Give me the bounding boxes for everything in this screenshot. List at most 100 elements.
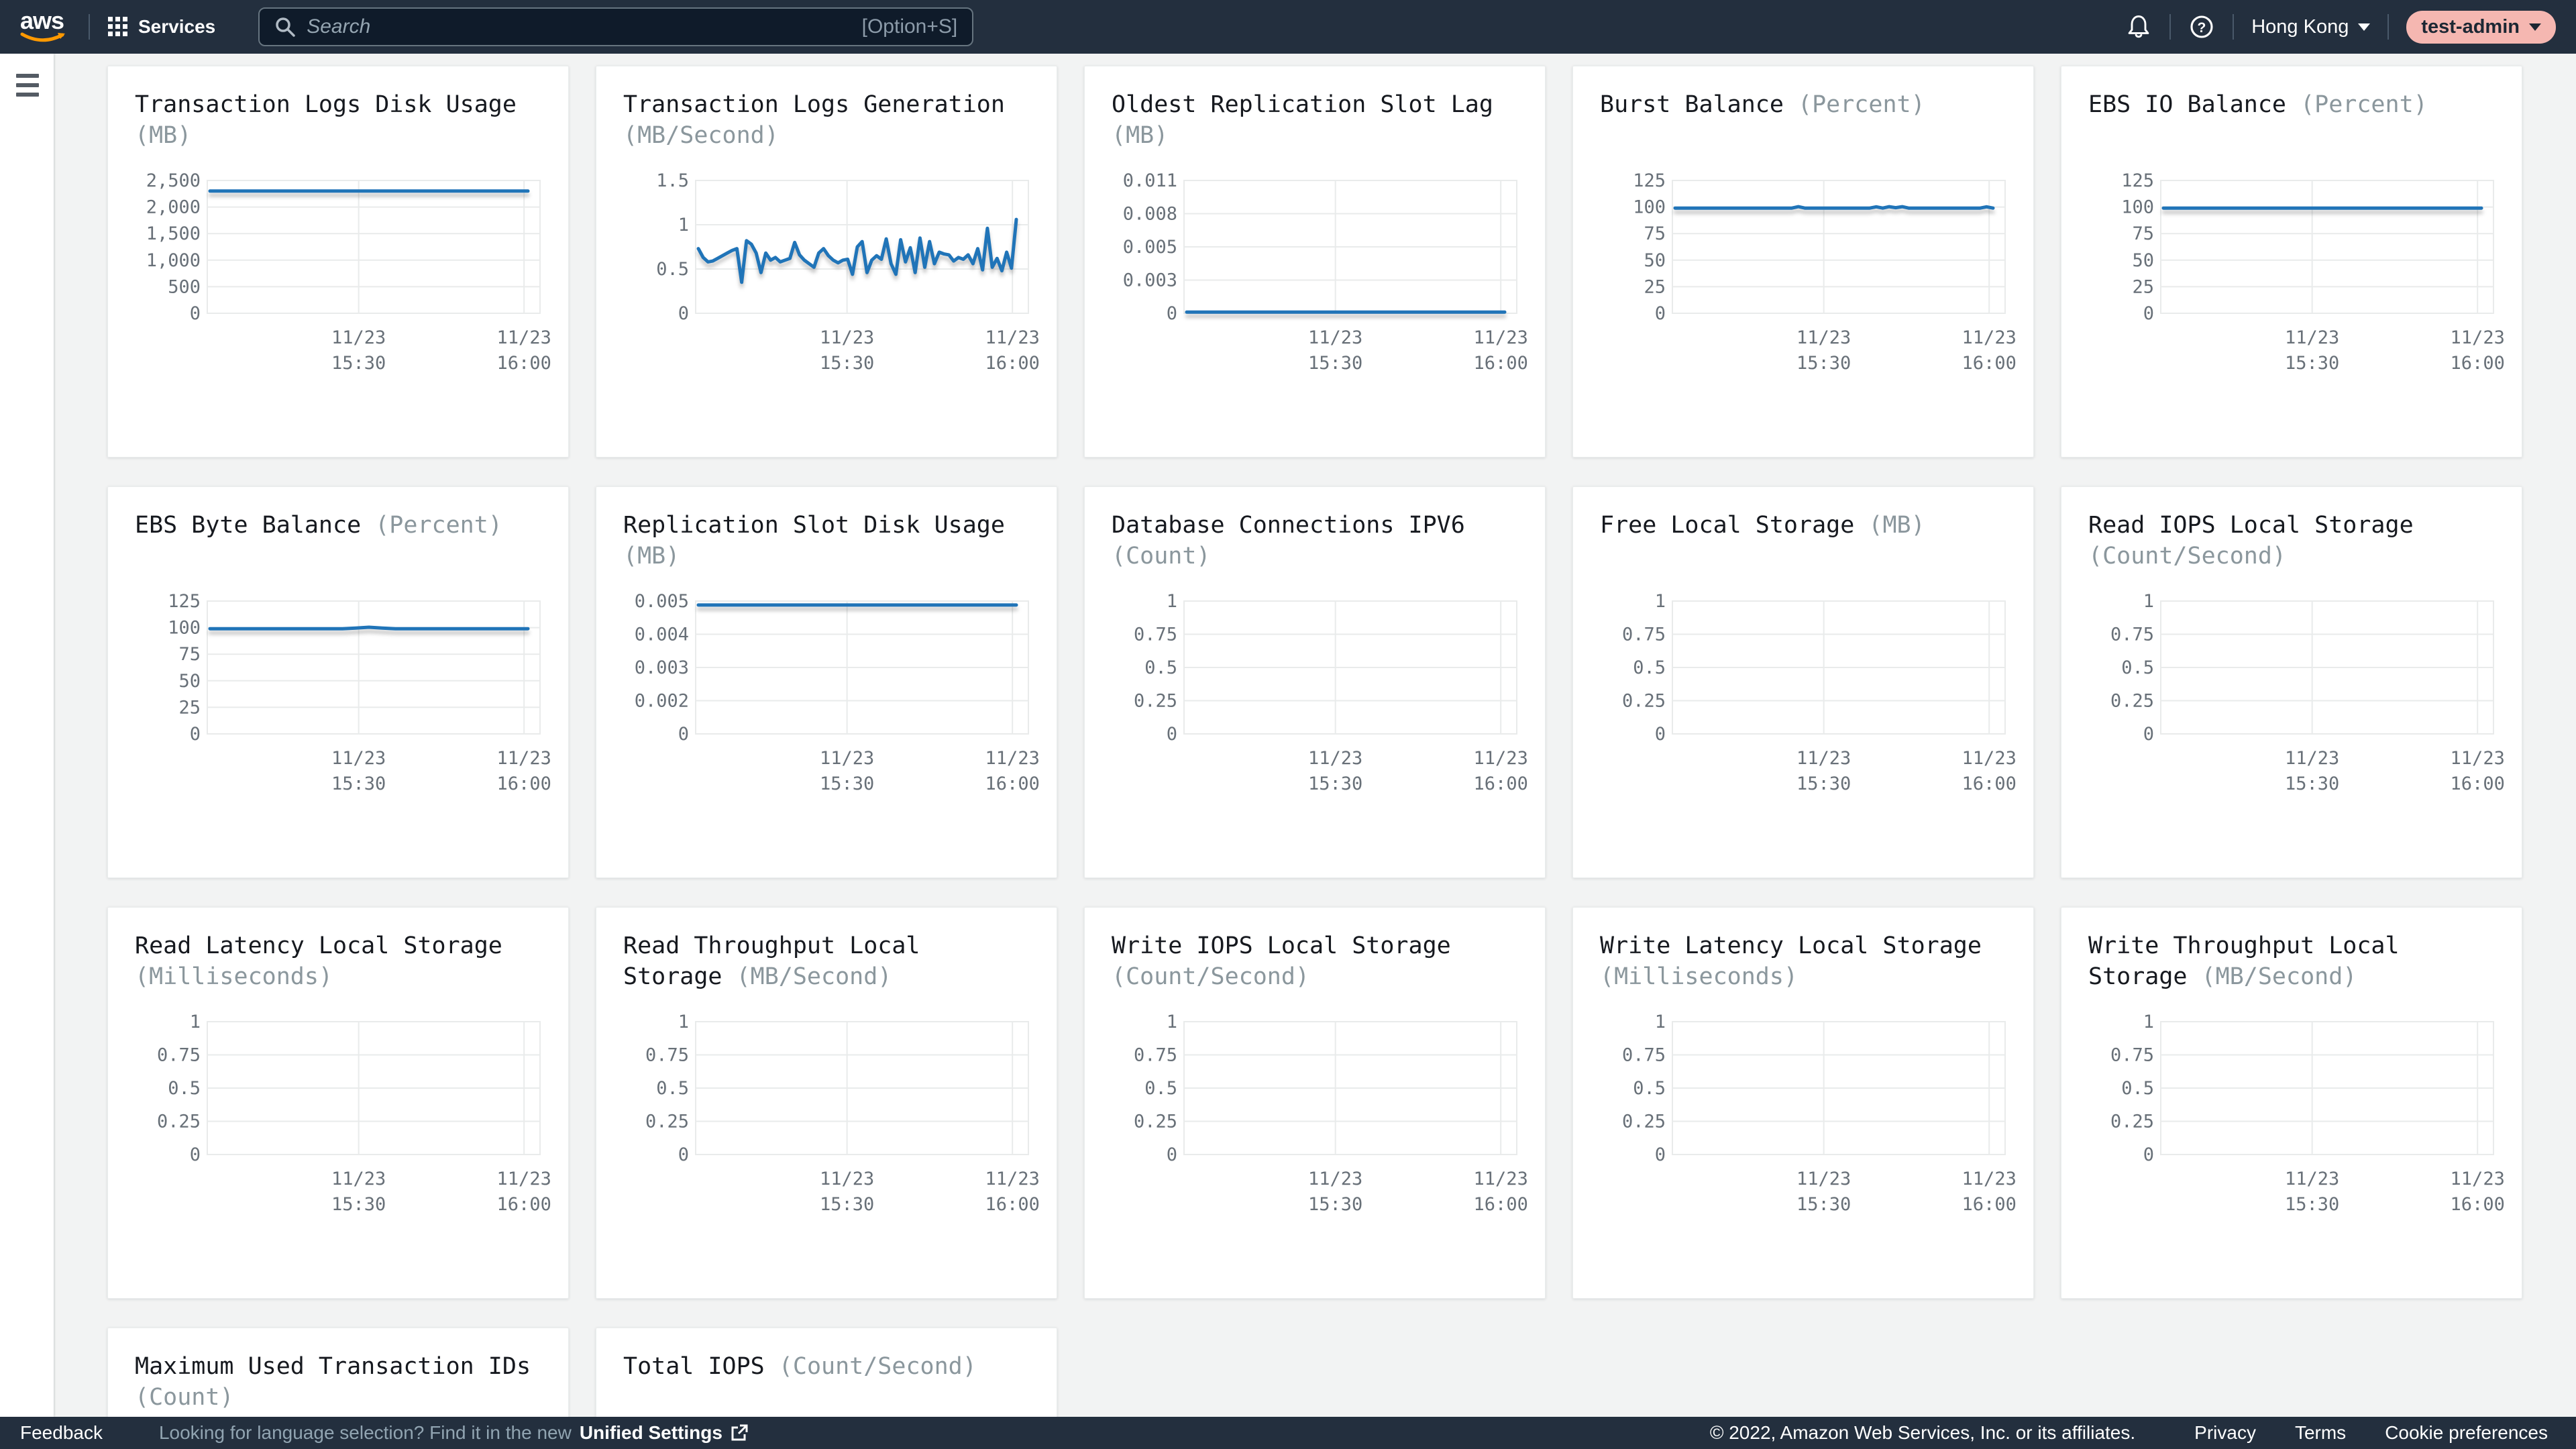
- y-axis-tick-label: 0.25: [1134, 1112, 1177, 1132]
- y-axis-tick-label: 1: [1655, 591, 1666, 612]
- x-axis-tick-time: 15:30: [820, 1194, 874, 1215]
- topbar-divider: [2233, 14, 2235, 40]
- chart-card-title: Read Throughput Local Storage (MB/Second…: [596, 908, 1057, 992]
- chart-plot: 1 0.75 0.5 0.25 0 11/23 15:30 11/23 16:00: [157, 1012, 551, 1215]
- y-axis-tick-label: 0: [1167, 303, 1177, 324]
- y-axis-tick-label: 125: [1633, 170, 1666, 191]
- search-bar[interactable]: [Option+S]: [258, 7, 974, 46]
- y-axis-tick-label: 0.75: [2110, 625, 2154, 645]
- x-axis-tick-date: 11/23: [1796, 1169, 1851, 1189]
- y-axis-tick-label: 0.75: [645, 1045, 689, 1066]
- y-axis-tick-label: 0: [678, 1144, 689, 1165]
- y-axis-tick-label: 25: [1644, 276, 1666, 297]
- footer-right-links: © 2022, Amazon Web Services, Inc. or its…: [1710, 1422, 2548, 1444]
- language-hint-text: Looking for language selection? Find it …: [158, 1422, 572, 1443]
- x-axis-tick-time: 16:00: [985, 773, 1040, 794]
- chart-unit: (MB/Second): [2201, 963, 2357, 990]
- x-axis-tick-time: 15:30: [1796, 1194, 1851, 1215]
- y-axis-tick-label: 125: [168, 591, 201, 612]
- y-axis-tick-label: 0.75: [157, 1045, 201, 1066]
- aws-logo[interactable]: aws: [20, 9, 71, 46]
- cookie-preferences-link[interactable]: Cookie preferences: [2385, 1422, 2548, 1443]
- account-name: test-admin: [2421, 15, 2520, 38]
- chart-plot: 1 0.75 0.5 0.25 0 11/23 15:30 11/23 16:00: [1134, 591, 1528, 794]
- account-menu-button[interactable]: test-admin: [2406, 10, 2556, 44]
- help-question-icon: ?: [2190, 15, 2213, 38]
- left-sidebar: [0, 54, 54, 1417]
- x-axis-tick-date: 11/23: [497, 748, 551, 769]
- search-icon: [276, 17, 295, 37]
- top-navigation-bar: aws Services [Option+S]: [0, 0, 2576, 54]
- y-axis-tick-label: 0.004: [635, 625, 689, 645]
- privacy-link[interactable]: Privacy: [2194, 1422, 2256, 1443]
- chart-card: Burst Balance (Percent) 125 100 75 50 25 0 11/2…: [1572, 66, 2034, 458]
- y-axis-tick-label: 0: [1655, 303, 1666, 324]
- x-axis-tick-time: 15:30: [1796, 353, 1851, 374]
- chart-card-title: Write IOPS Local Storage (Count/Second): [1085, 908, 1545, 992]
- chart-card-title: EBS IO Balance (Percent): [2061, 66, 2522, 120]
- help-button[interactable]: ?: [2188, 13, 2215, 40]
- search-input[interactable]: [307, 15, 851, 38]
- unified-settings-link[interactable]: Unified Settings: [580, 1422, 748, 1444]
- y-axis-tick-label: 1: [678, 1012, 689, 1032]
- y-axis-tick-label: 0.5: [656, 259, 689, 280]
- topbar-divider: [89, 14, 90, 40]
- chart-unit: (Count/Second): [1112, 963, 1310, 990]
- y-axis-tick-label: 0.75: [1622, 1045, 1666, 1066]
- y-axis-tick-label: 0.75: [1134, 1045, 1177, 1066]
- chart-card-title: Burst Balance (Percent): [1573, 66, 2033, 120]
- chart-card: Write Throughput Local Storage (MB/Secon…: [2061, 907, 2522, 1299]
- feedback-link[interactable]: Feedback: [20, 1422, 103, 1443]
- y-axis-tick-label: 75: [1644, 223, 1666, 244]
- chart-card-title: Oldest Replication Slot Lag (MB): [1085, 66, 1545, 151]
- chart-title: Free Local Storage: [1600, 512, 1869, 539]
- terms-link[interactable]: Terms: [2294, 1422, 2347, 1443]
- x-axis-tick-date: 11/23: [2451, 327, 2505, 348]
- x-axis-tick-time: 15:30: [1308, 353, 1362, 374]
- x-axis-tick-time: 16:00: [1962, 773, 2017, 794]
- svg-text:?: ?: [2198, 20, 2206, 36]
- chart-unit: (MB/Second): [736, 963, 892, 990]
- chart-title: Write Latency Local Storage: [1600, 932, 1982, 959]
- services-menu-button[interactable]: Services: [107, 16, 215, 38]
- chart-title: Transaction Logs Generation: [623, 91, 1005, 118]
- chart-title: Read Latency Local Storage: [135, 932, 502, 959]
- x-axis-tick-date: 11/23: [1308, 1169, 1362, 1189]
- x-axis-tick-time: 15:30: [820, 773, 874, 794]
- chart-plot: 0.005 0.004 0.003 0.002 0 11/23 15:30 11/23 16:0…: [635, 591, 1040, 794]
- notifications-button[interactable]: [2125, 13, 2152, 40]
- menu-button[interactable]: [16, 74, 39, 97]
- y-axis-tick-label: 1: [678, 215, 689, 235]
- metric-line-series: [1673, 205, 1995, 210]
- y-axis-tick-label: 2,500: [146, 170, 201, 191]
- y-axis-tick-label: 0.5: [1144, 657, 1177, 678]
- y-axis-tick-label: 0: [678, 724, 689, 745]
- x-axis-tick-time: 16:00: [1962, 1194, 2017, 1215]
- y-axis-tick-label: 0: [190, 303, 201, 324]
- x-axis-tick-date: 11/23: [820, 1169, 874, 1189]
- y-axis-tick-label: 1: [2143, 591, 2154, 612]
- y-axis-tick-label: 0.5: [168, 1078, 201, 1099]
- x-axis-tick-time: 15:30: [1796, 773, 1851, 794]
- footer-bar: Feedback Looking for language selection?…: [0, 1417, 2576, 1449]
- y-axis-tick-label: 1: [190, 1012, 201, 1032]
- chart-unit: (Milliseconds): [1600, 963, 1799, 990]
- x-axis-tick-date: 11/23: [497, 1169, 551, 1189]
- chart-unit: (Percent): [2300, 91, 2428, 118]
- region-label: Hong Kong: [2251, 15, 2349, 38]
- x-axis-tick-time: 15:30: [331, 1194, 386, 1215]
- chart-plot: 1 0.75 0.5 0.25 0 11/23 15:30 11/23 16:00: [2110, 591, 2505, 794]
- aws-logo-text: aws: [20, 7, 64, 34]
- y-axis-tick-label: 25: [2132, 276, 2154, 297]
- y-axis-tick-label: 1: [2143, 1012, 2154, 1032]
- x-axis-tick-date: 11/23: [2451, 748, 2505, 769]
- region-selector[interactable]: Hong Kong: [2251, 15, 2371, 38]
- x-axis-tick-date: 11/23: [1962, 1169, 2017, 1189]
- x-axis-tick-time: 15:30: [2285, 353, 2339, 374]
- topbar-divider: [2387, 14, 2390, 40]
- chart-card-title: Transaction Logs Generation (MB/Second): [596, 66, 1057, 151]
- chart-card-title: Total IOPS (Count/Second): [596, 1328, 1057, 1382]
- y-axis-tick-label: 0: [1167, 724, 1177, 745]
- chart-unit: (Percent): [1798, 91, 1925, 118]
- chart-card-title: Free Local Storage (MB): [1573, 487, 2033, 541]
